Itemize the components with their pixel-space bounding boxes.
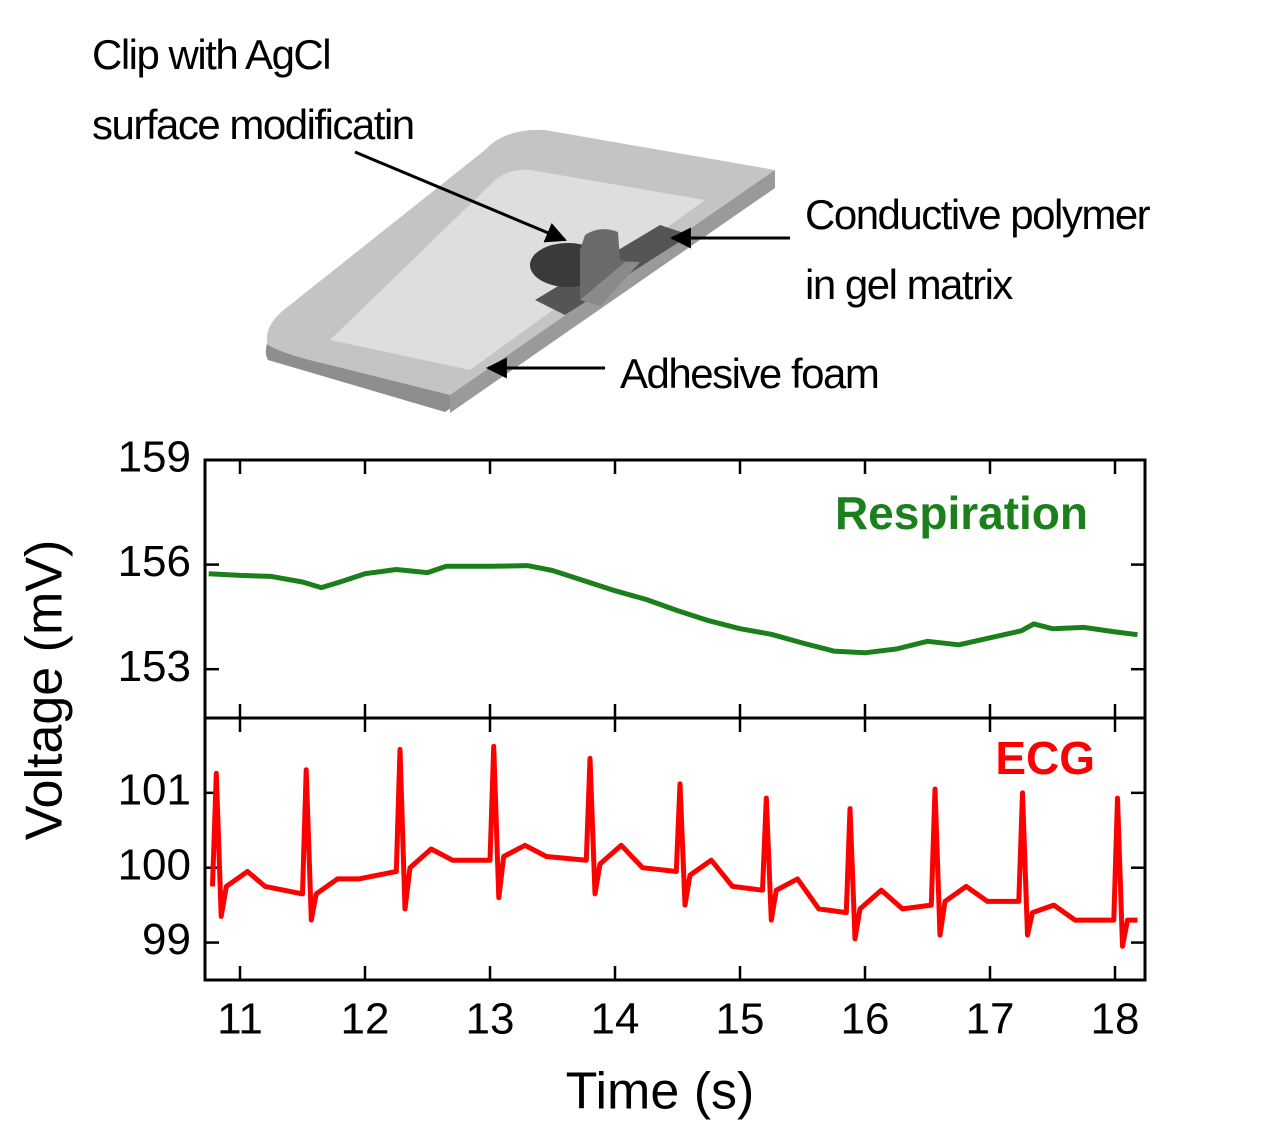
plots: 153 156 159 Respiration 99 100 101 11 12 13 14 15 16… [118, 433, 1147, 1121]
plot-frame [203, 716, 1147, 982]
x-axis-label: Time (s) [566, 1063, 755, 1121]
y-tick-label: 100 [118, 840, 191, 889]
annotation: Conductive polymer [805, 191, 1151, 238]
y-tick-label: 99 [142, 915, 191, 964]
y-tick-label: 101 [118, 765, 191, 814]
y-tick-label: 159 [118, 433, 191, 482]
annotation: surface modificatin [92, 101, 414, 148]
y-tick-label: 156 [118, 537, 191, 586]
y-axis-label: Voltage (mV) [16, 540, 74, 841]
x-tick-label: 17 [966, 995, 1015, 1044]
y-tick-label: 153 [118, 642, 191, 691]
data-line [208, 563, 1138, 656]
x-tick-label: 12 [341, 995, 390, 1044]
device-illustration [265, 129, 775, 413]
x-tick-label: 11 [217, 995, 263, 1044]
x-tick-label: 18 [1091, 995, 1140, 1044]
series-label: ECG [995, 732, 1095, 784]
x-tick-label: 15 [716, 995, 765, 1044]
annotation: Adhesive foam [620, 350, 878, 397]
annotation: Clip with AgCl [92, 31, 330, 78]
data-line [210, 743, 1138, 949]
x-tick-label: 16 [841, 995, 890, 1044]
x-tick-label: 13 [466, 995, 515, 1044]
series-label: Respiration [835, 487, 1088, 539]
x-tick-label: 14 [591, 995, 640, 1044]
arrow [354, 150, 567, 243]
annotation: in gel matrix [805, 261, 1013, 308]
